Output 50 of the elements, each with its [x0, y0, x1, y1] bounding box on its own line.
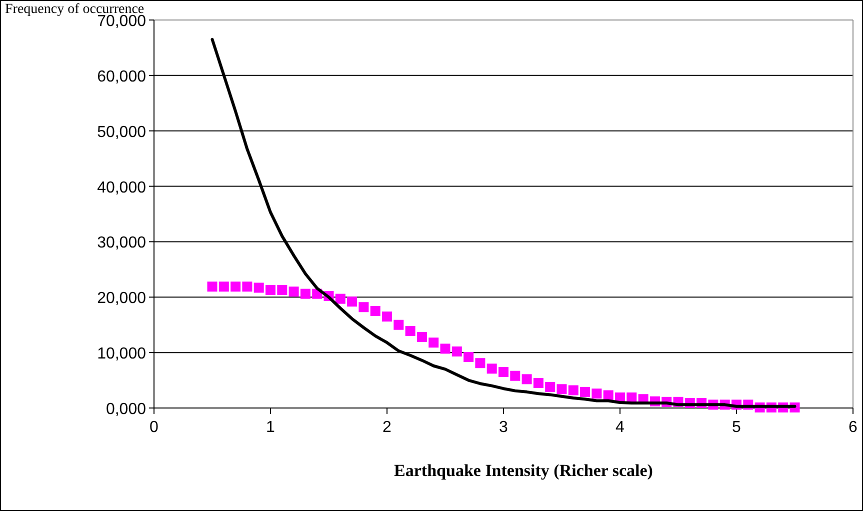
y-tick-label: 30,000 — [97, 234, 146, 252]
point — [358, 302, 369, 312]
x-tick-label: 5 — [732, 419, 742, 436]
point — [556, 384, 567, 394]
point — [207, 282, 218, 292]
x-tick-label: 2 — [382, 419, 392, 436]
y-tick-label: 20,000 — [97, 290, 146, 308]
x-axis-title: Earthquake Intensity (Richer scale) — [394, 461, 653, 480]
point — [370, 306, 380, 316]
y-tick-label: 0,000 — [106, 401, 146, 418]
point — [452, 346, 462, 356]
point — [347, 296, 358, 307]
point — [405, 326, 416, 336]
y-tick-label: 50,000 — [97, 124, 146, 141]
point — [475, 358, 486, 368]
point — [288, 286, 299, 297]
point — [230, 282, 241, 292]
point — [394, 320, 404, 330]
point — [416, 332, 427, 342]
point — [568, 385, 578, 396]
point — [382, 312, 392, 322]
point — [592, 388, 602, 399]
y-tick-label: 10,000 — [97, 346, 146, 363]
point — [277, 284, 288, 295]
point — [603, 390, 614, 400]
point — [218, 282, 229, 292]
point — [580, 386, 590, 397]
x-tick-label: 1 — [266, 419, 276, 436]
y-tick-label: 40,000 — [97, 179, 146, 196]
x-tick-label: 0 — [150, 419, 159, 436]
point — [498, 366, 508, 377]
y-tick-label: 60,000 — [97, 68, 146, 86]
point — [533, 378, 544, 388]
y-tick-label: 70,000 — [97, 13, 146, 30]
point — [510, 370, 520, 381]
point — [626, 392, 637, 402]
x-tick-label: 6 — [848, 419, 858, 436]
point — [335, 294, 346, 304]
point — [242, 282, 252, 292]
point — [464, 352, 474, 362]
point — [440, 344, 450, 354]
x-tick-label: 4 — [616, 419, 625, 436]
point — [266, 284, 276, 295]
x-tick-label: 3 — [499, 419, 508, 436]
point — [486, 364, 497, 374]
point — [545, 382, 556, 392]
point — [300, 288, 310, 299]
point — [254, 282, 264, 293]
point — [428, 338, 439, 348]
point — [522, 374, 532, 384]
